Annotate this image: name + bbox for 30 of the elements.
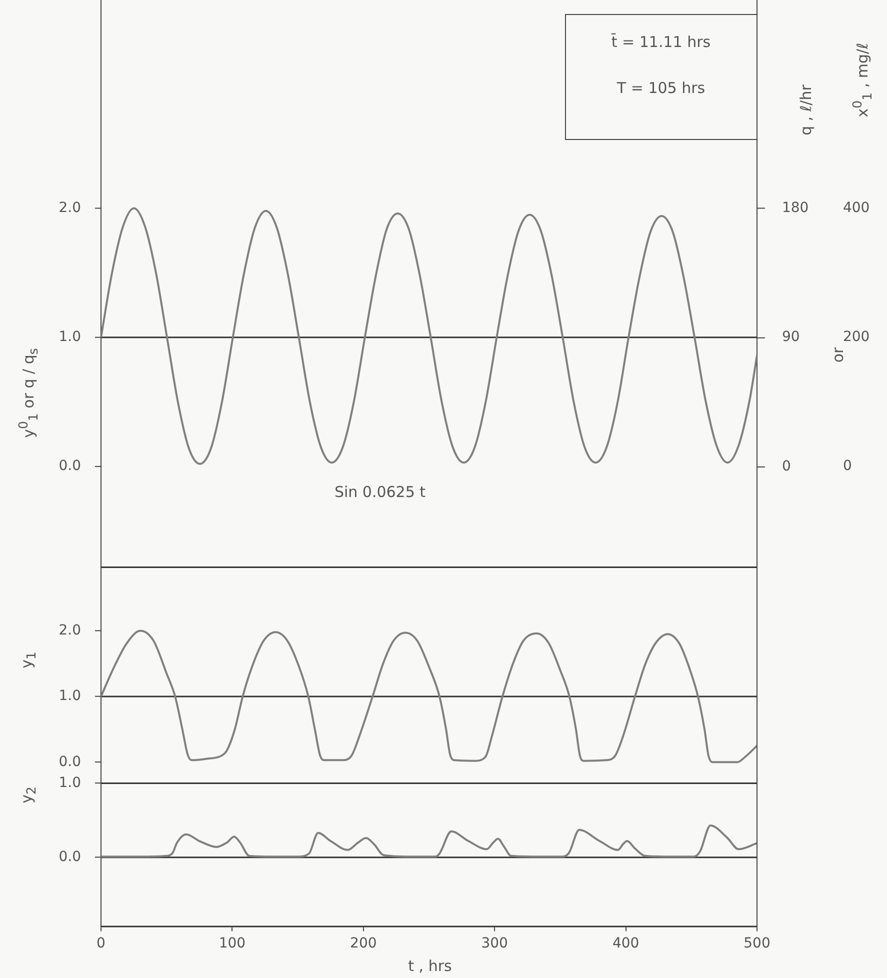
y-tick-label: 1.0 <box>58 328 81 345</box>
line-series <box>101 206 757 464</box>
x-tick-label: 100 <box>218 934 246 951</box>
y3-tick-label: 400 <box>843 200 870 216</box>
note-frame: t̄ = 11.11 hrs T = 105 hrs <box>565 14 757 140</box>
y-tick-label: 1.0 <box>58 774 81 790</box>
annotation: Sin 0.0625 t <box>334 483 426 501</box>
y2-tick-label: 90 <box>782 328 800 345</box>
text: or <box>829 347 847 363</box>
x-axis-title: t , hrs <box>408 957 452 975</box>
x-tick-label: 400 <box>612 934 640 951</box>
y-tick-label: 0.0 <box>58 753 81 770</box>
y2-tick-label: 180 <box>782 200 809 216</box>
line-series <box>101 824 757 858</box>
y2-tick-label: 0 <box>782 458 791 474</box>
annotation: t̄ = 11.11 hrs <box>611 33 711 51</box>
y-tick-label: 2.0 <box>58 622 81 638</box>
x-tick-label: 500 <box>744 934 770 951</box>
y-tick-label: 0.0 <box>58 848 81 865</box>
y2-axis-title: q , ℓ/hr <box>797 84 815 136</box>
x-tick-label: 300 <box>481 934 508 951</box>
y-tick-label: 1.0 <box>58 688 81 704</box>
y3-tick-label: 0 <box>843 458 852 474</box>
annotation: T = 105 hrs <box>616 79 706 97</box>
x-tick-label: 0 <box>96 934 106 951</box>
y-tick-label: 2.0 <box>58 200 81 216</box>
x-tick-label: 200 <box>350 934 377 951</box>
y-tick-label: 0.0 <box>58 458 81 474</box>
y3-tick-label: 200 <box>843 328 870 345</box>
line-series <box>101 629 757 763</box>
